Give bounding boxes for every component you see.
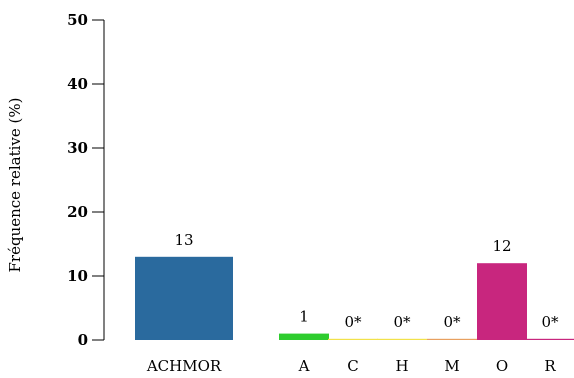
category-label-c: C	[347, 357, 358, 375]
bar-m	[427, 338, 477, 340]
category-labels: ACHMOR A C H M O R	[146, 357, 557, 375]
data-label-r: 0*	[541, 313, 559, 331]
category-label-achmor: ACHMOR	[146, 357, 222, 375]
category-label-o: O	[496, 357, 508, 375]
y-tick-label: 50	[67, 11, 88, 29]
bar-achmor	[135, 256, 233, 340]
bar-c	[328, 338, 378, 340]
data-label-a: 1	[299, 308, 309, 326]
bar-r	[526, 338, 574, 340]
y-tick-label: 10	[67, 267, 88, 285]
category-label-m: M	[444, 357, 459, 375]
y-tick-label: 40	[67, 75, 88, 93]
category-label-h: H	[395, 357, 408, 375]
y-tick-label: 20	[67, 203, 88, 221]
data-label-h: 0*	[393, 313, 411, 331]
data-label-o: 12	[492, 237, 511, 255]
data-label-achmor: 13	[174, 231, 193, 249]
category-label-a: A	[298, 357, 310, 375]
bar-h	[377, 338, 427, 340]
y-tick-label: 30	[67, 139, 88, 157]
y-tick-label: 0	[78, 331, 88, 349]
bars	[135, 256, 574, 340]
data-label-c: 0*	[344, 313, 362, 331]
bar-a	[279, 333, 329, 340]
data-labels: 13 1 0* 0* 0* 12 0*	[174, 231, 559, 331]
y-axis-title: Fréquence relative (%)	[6, 98, 24, 273]
bar-o	[477, 263, 527, 340]
y-axis: 0 10 20 30 40 50	[67, 11, 105, 349]
category-label-r: R	[544, 357, 556, 375]
data-label-m: 0*	[443, 313, 461, 331]
